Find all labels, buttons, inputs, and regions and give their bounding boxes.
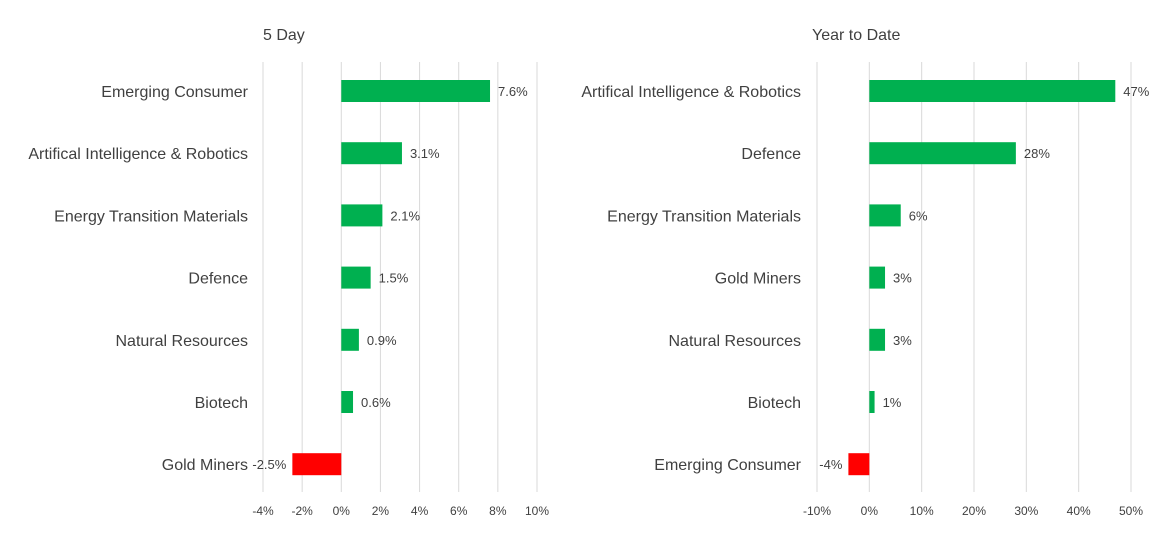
bar — [341, 204, 383, 227]
x-tick-label: 20% — [962, 504, 986, 518]
bar — [869, 328, 886, 351]
category-label: Energy Transition Materials — [54, 208, 248, 225]
bar — [292, 453, 342, 476]
data-label: 1% — [883, 395, 902, 410]
category-label: Emerging Consumer — [101, 84, 248, 101]
category-label: Emerging Consumer — [654, 457, 801, 474]
category-label: Natural Resources — [669, 333, 802, 350]
bar — [341, 142, 402, 165]
x-tick-label: 0% — [861, 504, 879, 518]
data-label: 28% — [1024, 146, 1050, 161]
chart-panel-1: 5 Day -4% -2% 0% 2% 4% 6% 8% 10% Emerging Consume… — [28, 27, 549, 518]
bar — [869, 80, 1116, 102]
x-tick-label: 0% — [333, 504, 351, 518]
x-tick-label: -2% — [291, 504, 313, 518]
data-label: 7.6% — [498, 84, 528, 99]
bar — [869, 391, 875, 413]
category-label: Energy Transition Materials — [607, 208, 801, 225]
category-label: Gold Miners — [162, 457, 248, 474]
bar — [341, 328, 359, 351]
x-tick-label: -4% — [252, 504, 274, 518]
chart-title: Year to Date — [812, 27, 900, 44]
data-label: 2.1% — [390, 208, 420, 223]
data-label: 47% — [1123, 84, 1149, 99]
bar — [341, 391, 354, 413]
category-label: Defence — [741, 146, 801, 163]
category-label: Biotech — [748, 395, 801, 412]
data-label: 3% — [893, 271, 912, 286]
data-label: -4% — [819, 457, 843, 472]
bar — [869, 142, 1016, 165]
data-label: 1.5% — [379, 271, 409, 286]
x-tick-label: 2% — [372, 504, 390, 518]
x-tick-label: 40% — [1067, 504, 1091, 518]
category-label: Artifical Intelligence & Robotics — [28, 146, 248, 163]
data-label: 3% — [893, 333, 912, 348]
bar — [869, 266, 886, 289]
data-label: 6% — [909, 208, 928, 223]
category-label: Biotech — [195, 395, 248, 412]
category-label: Defence — [188, 271, 248, 288]
x-tick-label: 6% — [450, 504, 468, 518]
x-tick-label: 8% — [489, 504, 507, 518]
chart-panel-2: Year to Date -10% 0% 10% 20% 30% 40% 50% Artific… — [581, 27, 1149, 518]
data-label: 0.9% — [367, 333, 397, 348]
x-tick-label: 30% — [1014, 504, 1038, 518]
bar — [341, 80, 491, 102]
bar — [848, 453, 870, 476]
category-label: Natural Resources — [116, 333, 249, 350]
x-tick-label: -10% — [803, 504, 831, 518]
chart-title: 5 Day — [263, 27, 305, 44]
data-label: 0.6% — [361, 395, 391, 410]
data-label: -2.5% — [252, 457, 286, 472]
bar — [341, 266, 371, 289]
x-tick-label: 10% — [525, 504, 549, 518]
bar — [869, 204, 901, 227]
x-tick-label: 4% — [411, 504, 429, 518]
x-tick-label: 50% — [1119, 504, 1143, 518]
category-label: Artifical Intelligence & Robotics — [581, 84, 801, 101]
category-label: Gold Miners — [715, 271, 801, 288]
data-label: 3.1% — [410, 146, 440, 161]
x-tick-label: 10% — [910, 504, 934, 518]
